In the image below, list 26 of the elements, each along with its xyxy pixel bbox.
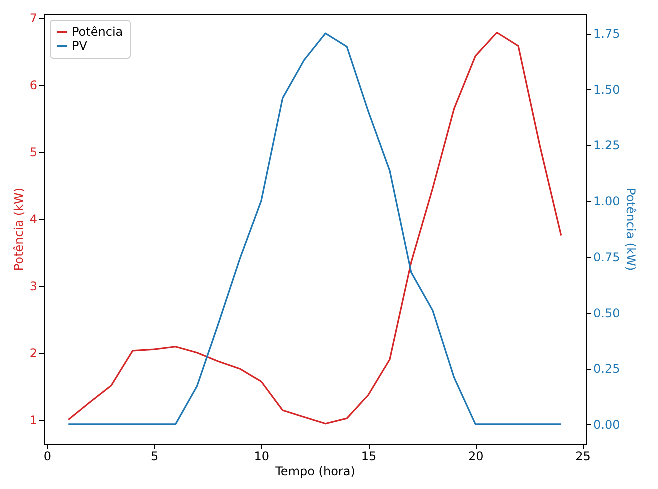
y-tick-label: 4 xyxy=(30,212,38,226)
x-tick-label: 0 xyxy=(44,450,52,464)
y-tick-label: 3 xyxy=(30,279,38,294)
x-tick-label: 20 xyxy=(468,450,484,464)
y2-tick-label: 0.50 xyxy=(594,306,620,320)
y2-tick-label: 0.25 xyxy=(594,362,620,376)
x-tick-label: 5 xyxy=(151,450,159,464)
legend-label: Potência xyxy=(72,25,124,39)
y2-tick-label: 0.00 xyxy=(594,418,620,432)
legend-label: PV xyxy=(72,39,88,53)
y2-tick-label: 1.50 xyxy=(594,82,620,97)
y-tick-label: 7 xyxy=(30,12,38,26)
x-tick-label: 10 xyxy=(254,450,270,464)
y-tick-label: 2 xyxy=(30,346,38,360)
y-tick-label: 6 xyxy=(30,78,38,92)
y2-axis-title: Potência (kW) xyxy=(624,188,638,272)
y2-tick-label: 1.00 xyxy=(594,194,620,209)
y-tick-label: 5 xyxy=(30,145,38,160)
y-tick-label: 1 xyxy=(30,413,38,428)
y2-tick-label: 0.75 xyxy=(594,250,620,264)
y2-tick-label: 1.75 xyxy=(594,27,620,42)
y2-tick-label: 1.25 xyxy=(594,138,620,153)
y-axis-title: Potência (kW) xyxy=(12,188,26,272)
x-tick-label: 25 xyxy=(576,450,591,464)
x-tick-label: 15 xyxy=(361,450,377,464)
x-axis-title: Tempo (hora) xyxy=(274,464,356,478)
